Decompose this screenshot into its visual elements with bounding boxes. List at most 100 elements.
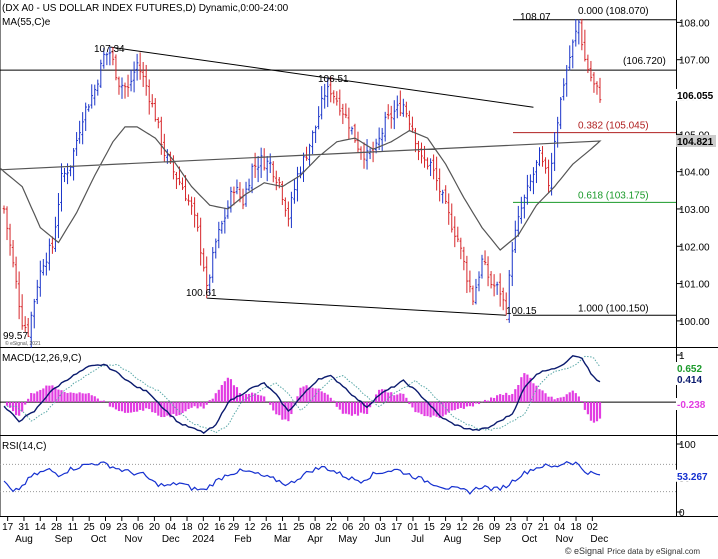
- macd-badge-bg: [676, 373, 716, 385]
- lower-trendline: [206, 297, 507, 316]
- x-axis-day-label: 25: [293, 522, 305, 533]
- x-axis-day-label: 18: [181, 522, 193, 533]
- x-axis-month-label: Oct: [91, 534, 107, 545]
- x-axis-day-label: 17: [2, 522, 14, 533]
- price-annotation: 106.51: [318, 74, 349, 85]
- x-axis-day-label: 07: [522, 522, 534, 533]
- x-axis-day-label: 16: [214, 522, 226, 533]
- fib-level-label: (106.720): [623, 56, 666, 67]
- fib-level-label: 0.000 (108.070): [578, 6, 649, 17]
- x-axis-day-label: 14: [35, 522, 47, 533]
- fib-level-label: 0.618 (103.175): [578, 190, 649, 201]
- x-axis-month-label: May: [338, 534, 357, 545]
- macd-badge: 0.652: [677, 364, 702, 375]
- x-axis-day-label: 11: [277, 522, 288, 533]
- x-axis-day-label: 31: [18, 522, 30, 533]
- x-axis: 17 31 14 28 11 25 09 23 06 20 04 18 02 16 29 12 26 11 25 08…: [2, 516, 608, 545]
- fib-level-label: 0.382 (105.045): [578, 121, 649, 132]
- macd-line: [3, 355, 601, 434]
- x-axis-month-label: 2024: [192, 534, 215, 545]
- price-y-label: 104.00: [679, 168, 710, 179]
- x-axis-day-label: 29: [228, 522, 240, 533]
- rsi-badge-bg: [676, 469, 716, 482]
- rsi-y-label: 0: [679, 508, 685, 519]
- x-axis-month-label: Jul: [411, 534, 424, 545]
- x-axis-day-label: 12: [244, 522, 256, 533]
- price-panel: 100.00101.00102.00103.00104.00105.00106.…: [0, 6, 716, 348]
- price-annotation: 100.15: [506, 306, 537, 317]
- upper-trendline: [109, 46, 534, 108]
- x-axis-day-label: 02: [198, 522, 210, 533]
- x-axis-day-label: 15: [424, 522, 436, 533]
- x-axis-day-label: 01: [407, 522, 419, 533]
- x-axis-month-label: Dec: [590, 534, 608, 545]
- ma-value-badge-bg: [676, 135, 716, 148]
- x-axis-month-label: Feb: [234, 534, 252, 545]
- x-axis-day-label: 28: [51, 522, 63, 533]
- last-price-badge: 106.055: [677, 91, 714, 102]
- last-price-badge-bg: [676, 88, 716, 101]
- x-axis-day-label: 03: [375, 522, 387, 533]
- x-axis-month-label: Nov: [555, 534, 573, 545]
- x-axis-day-label: 29: [440, 522, 452, 533]
- price-y-label: 103.00: [679, 205, 710, 216]
- macd-title: MACD(12,26,9,C): [2, 353, 81, 364]
- x-axis-day-label: 26: [473, 522, 485, 533]
- ma-value-badge: 104.821: [677, 137, 714, 148]
- price-annotation: 100.61: [186, 288, 217, 299]
- x-axis-month-label: Oct: [522, 534, 538, 545]
- price-y-label: 107.00: [679, 56, 710, 67]
- x-axis-day-label: 09: [489, 522, 501, 533]
- x-axis-month-label: Jun: [375, 534, 391, 545]
- x-axis-month-label: Apr: [307, 534, 323, 545]
- rsi-y-label: 100: [679, 440, 696, 451]
- price-y-label: 100.00: [679, 317, 710, 328]
- price-annotation: 107.34: [94, 44, 125, 55]
- x-axis-day-label: 20: [149, 522, 161, 533]
- x-axis-month-label: Nov: [125, 534, 143, 545]
- x-axis-day-label: 21: [538, 522, 550, 533]
- x-axis-day-label: 04: [554, 522, 566, 533]
- ma-legend: MA(55,C)e: [2, 17, 51, 28]
- price-y-label: 108.00: [679, 18, 710, 29]
- macd-badge: 0.414: [677, 375, 702, 386]
- x-axis-day-label: 23: [505, 522, 517, 533]
- price-y-label: 102.00: [679, 242, 710, 253]
- chart-title: (DX A0 - US DOLLAR INDEX FUTURES,D) Dyna…: [2, 3, 289, 14]
- copyright-small: © eSignal, 2021: [5, 340, 41, 347]
- macd-badge-bg: [676, 362, 716, 374]
- x-axis-month-label: Sep: [55, 534, 73, 545]
- x-axis-day-label: 20: [358, 522, 370, 533]
- ma-line: [0, 126, 602, 251]
- x-axis-month-label: Mar: [274, 534, 292, 545]
- x-axis-day-label: 12: [456, 522, 468, 533]
- x-axis-day-label: 23: [116, 522, 128, 533]
- macd-badge: -0.238: [677, 400, 706, 411]
- rsi-line: [3, 461, 601, 495]
- x-axis-day-label: 06: [133, 522, 145, 533]
- x-axis-day-label: 02: [587, 522, 599, 533]
- x-axis-day-label: 17: [391, 522, 403, 533]
- fib-level-label: 1.000 (100.150): [578, 303, 649, 314]
- price-y-label: 101.00: [679, 280, 710, 291]
- price-annotation: 108.07: [520, 12, 551, 23]
- rsi-title: RSI(14,C): [2, 441, 46, 452]
- x-axis-day-label: 04: [165, 522, 177, 533]
- rsi-panel: RSI(14,C)10050053.267: [0, 440, 716, 519]
- x-axis-day-label: 22: [326, 522, 338, 533]
- x-axis-month-label: Sep: [483, 534, 501, 545]
- footer-credit: Price data by eSignal.com: [607, 547, 700, 556]
- macd-signal-line: [4, 355, 601, 434]
- x-axis-day-label: 06: [342, 522, 354, 533]
- x-axis-day-label: 09: [100, 522, 112, 533]
- x-axis-month-label: Dec: [162, 534, 180, 545]
- x-axis-day-label: 18: [570, 522, 582, 533]
- macd-y-label: 1: [679, 351, 685, 362]
- macd-badge-bg: [676, 398, 716, 410]
- x-axis-month-label: Aug: [444, 534, 462, 545]
- panel-frames: [0, 0, 718, 517]
- footer-brand: © eSignal: [565, 546, 604, 556]
- x-axis-day-label: 26: [261, 522, 273, 533]
